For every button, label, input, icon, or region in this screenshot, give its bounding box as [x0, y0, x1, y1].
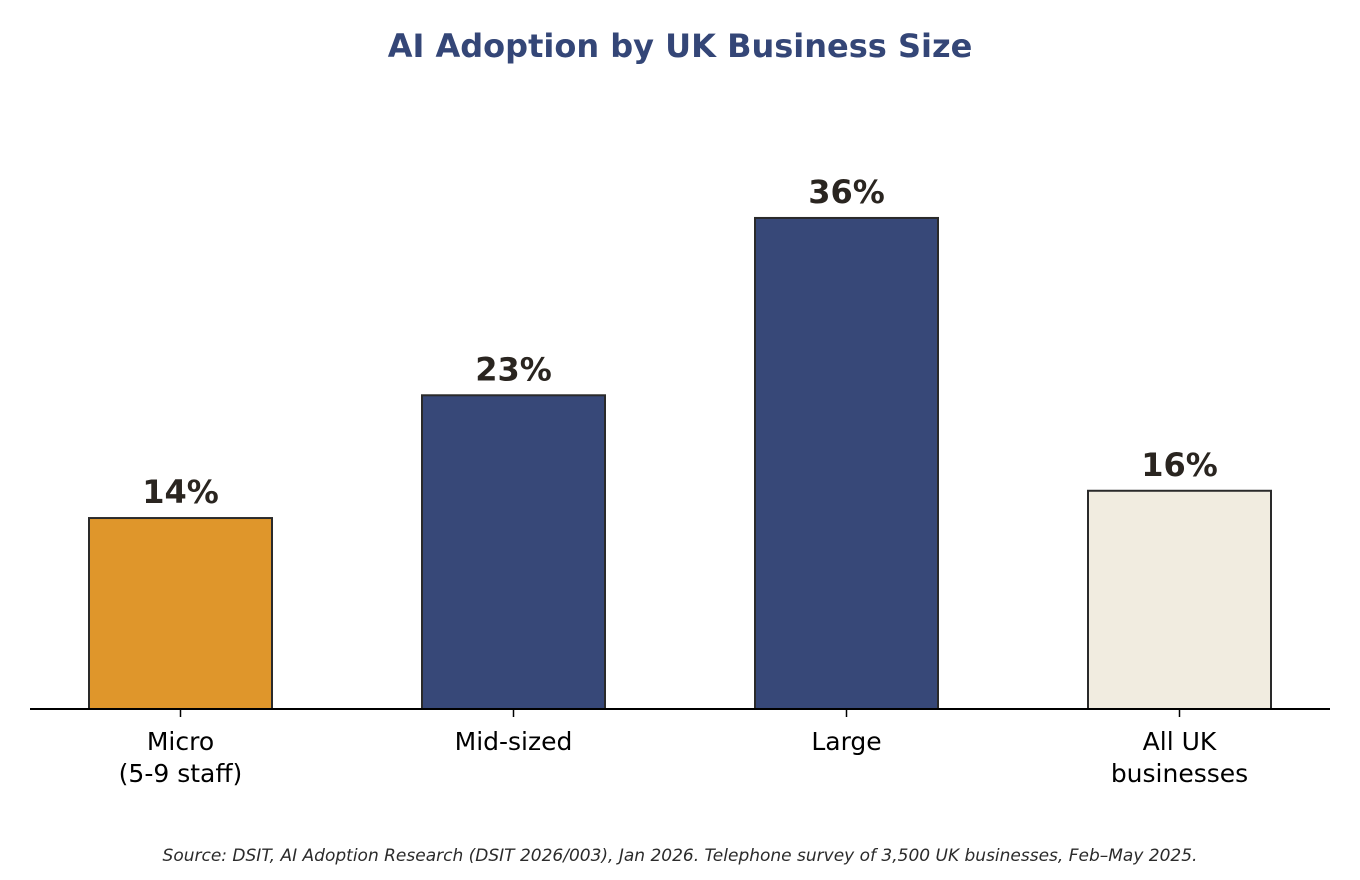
bar: [754, 216, 939, 711]
chart-title: AI Adoption by UK Business Size: [387, 27, 973, 65]
bar-value-label: 23%: [475, 350, 552, 388]
value-labels-layer: 14% 23% 36% 16%: [142, 173, 1218, 511]
bar: [421, 394, 606, 710]
x-tick-label: Mid-sized: [455, 727, 573, 756]
x-tick-label: Micro (5-9 staff): [119, 727, 243, 788]
bar-value-label: 36%: [808, 173, 885, 211]
x-tick-label: Large: [811, 727, 881, 756]
x-ticks-layer: Micro (5-9 staff) Mid-sized Large All UK busi…: [119, 709, 1248, 788]
bar: [1087, 489, 1272, 711]
bar-value-label: 14%: [142, 473, 219, 511]
source-note: Source: DSIT, AI Adoption Research (DSIT…: [162, 846, 1198, 866]
bars-layer: [88, 216, 1272, 711]
x-tick-label: All UK businesses: [1111, 727, 1248, 788]
bar: [88, 517, 273, 710]
bar-value-label: 16%: [1141, 446, 1218, 484]
